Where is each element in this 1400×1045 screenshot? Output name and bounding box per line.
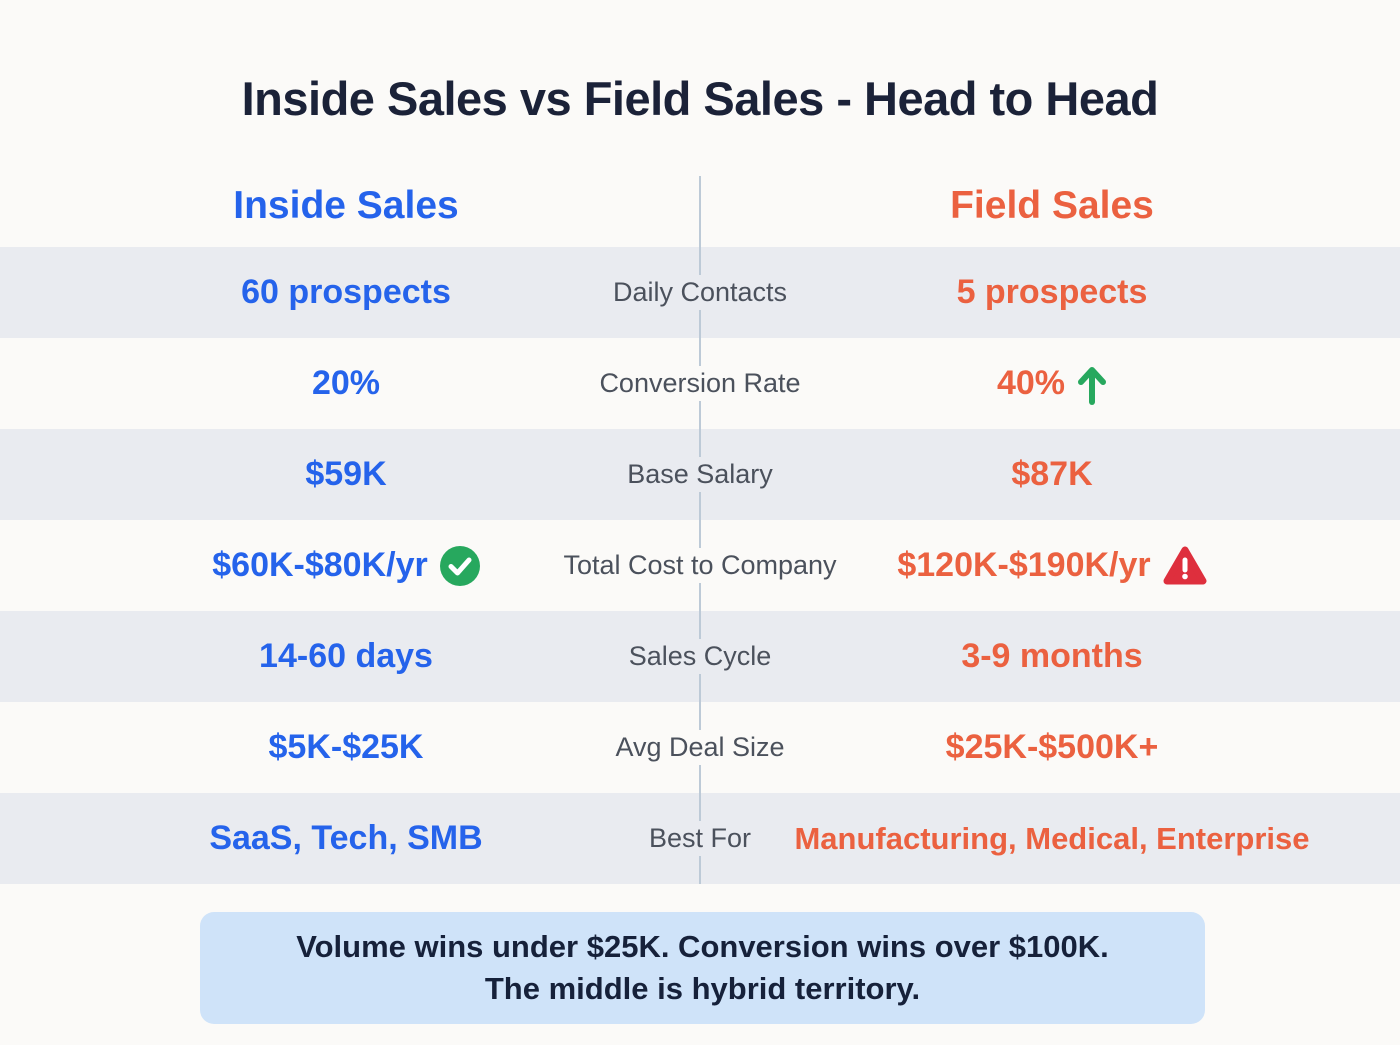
field-value: $87K (1011, 455, 1093, 493)
inside-value: $59K (305, 455, 387, 493)
column-headers: Inside Sales Field Sales (0, 170, 1400, 242)
metric-label: Total Cost to Company (0, 520, 1400, 611)
warning-triangle-icon (1163, 546, 1207, 586)
table-row: Base Salary $59K $87K (0, 429, 1400, 520)
table-row: Avg Deal Size $5K-$25K $25K-$500K+ (0, 702, 1400, 793)
field-value-text: 40% (996, 364, 1066, 402)
inside-sales-column-header: Inside Sales (233, 184, 459, 227)
field-value: Manufacturing, Medical, Enterprise (794, 820, 1310, 856)
inside-value: 20% (311, 364, 381, 402)
callout-line-2: The middle is hybrid territory. (484, 971, 921, 1006)
inside-value: 60 prospects (241, 273, 451, 311)
metric-label: Best For (0, 793, 1400, 884)
center-divider-line (699, 176, 701, 884)
table-row: Sales Cycle 14-60 days 3-9 months (0, 611, 1400, 702)
field-value: $25K-$500K+ (945, 728, 1159, 766)
page-title: Inside Sales vs Field Sales - Head to He… (241, 72, 1159, 125)
inside-value: $60K-$80K/yr (0, 520, 692, 611)
metric-label: Sales Cycle (0, 611, 1400, 702)
metric-label: Base Salary (0, 429, 1400, 520)
summary-callout: Volume wins under $25K. Conversion wins … (200, 912, 1205, 1024)
table-row: Conversion Rate 20% 40% (0, 338, 1400, 429)
field-value: 5 prospects (956, 273, 1148, 311)
field-value: 40% (704, 338, 1400, 429)
table-row: Daily Contacts 60 prospects 5 prospects (0, 247, 1400, 338)
inside-value-text: $60K-$80K/yr (212, 546, 428, 584)
table-row: Total Cost to Company $60K-$80K/yr $120K… (0, 520, 1400, 611)
check-circle-icon (439, 545, 480, 586)
metric-label: Avg Deal Size (0, 702, 1400, 793)
field-value: $120K-$190K/yr (704, 520, 1400, 611)
table-row: Best For SaaS, Tech, SMB Manufacturing, … (0, 793, 1400, 884)
up-arrow-icon (1077, 363, 1107, 405)
callout-line-1: Volume wins under $25K. Conversion wins … (296, 929, 1109, 964)
inside-value: $5K-$25K (268, 728, 424, 766)
metric-label: Conversion Rate (0, 338, 1400, 429)
field-sales-column-header: Field Sales (950, 184, 1154, 227)
inside-value: SaaS, Tech, SMB (209, 819, 483, 857)
field-value: 3-9 months (961, 637, 1143, 675)
inside-value: 14-60 days (259, 637, 433, 675)
field-value-text: $120K-$190K/yr (897, 546, 1151, 584)
metric-label: Daily Contacts (0, 247, 1400, 338)
